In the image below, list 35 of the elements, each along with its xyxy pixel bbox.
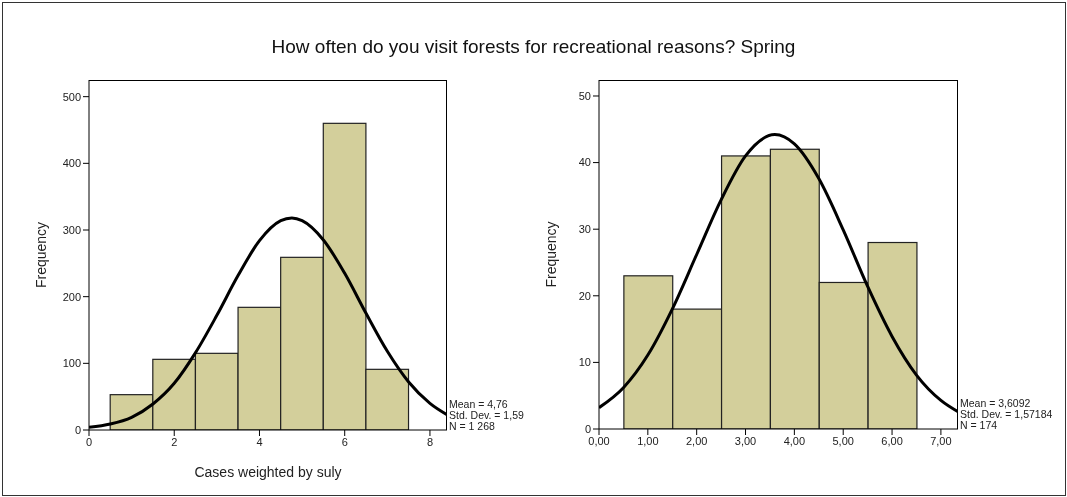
y-axis-title: Frequency xyxy=(542,221,559,288)
x-tick-label: 7,00 xyxy=(930,434,952,447)
x-tick-label: 2 xyxy=(171,435,178,448)
text: Std. Dev. = 1,57184 xyxy=(960,408,1053,420)
text: N = 174 xyxy=(960,419,999,431)
text: How often do you visit forests for recreational reasons? Spring xyxy=(270,36,797,58)
x-axis-title: Cases weighted by suly xyxy=(194,464,342,480)
text: Mean = 3,6092 xyxy=(960,397,1032,409)
y-axis-title: Frequency xyxy=(32,221,49,289)
y-tick-label: 40 xyxy=(578,156,591,169)
y-tick-label: 300 xyxy=(62,223,81,236)
text: Mean = 4,76 xyxy=(449,398,509,410)
y-tick-label: 20 xyxy=(578,289,591,302)
y-tick-label: 10 xyxy=(578,356,591,369)
text: Std. Dev. = 1,59 xyxy=(449,409,524,421)
y-tick-label: 200 xyxy=(62,290,81,303)
y-tick-label: 500 xyxy=(62,90,81,103)
y-tick-label: 100 xyxy=(62,357,81,370)
x-tick-label: 0 xyxy=(85,435,93,448)
y-tick-label: 400 xyxy=(62,157,81,170)
x-tick-label: 8 xyxy=(426,435,434,448)
y-tick-label: 0 xyxy=(584,422,591,435)
y-tick-label: 0 xyxy=(74,423,81,436)
y-tick-label: 30 xyxy=(578,223,591,236)
x-tick-label: 4,00 xyxy=(783,434,806,447)
x-tick-label: 0,00 xyxy=(588,434,610,447)
x-tick-label: 5,00 xyxy=(832,434,854,447)
x-tick-label: 6 xyxy=(341,435,348,448)
x-tick-label: 6,00 xyxy=(881,434,903,447)
x-tick-label: 4 xyxy=(256,435,263,448)
x-tick-label: 1,00 xyxy=(637,434,659,447)
text: N = 1 268 xyxy=(449,420,496,432)
y-tick-label: 50 xyxy=(578,89,591,102)
x-tick-label: 2,00 xyxy=(685,434,708,447)
x-tick-label: 3,00 xyxy=(734,434,757,447)
